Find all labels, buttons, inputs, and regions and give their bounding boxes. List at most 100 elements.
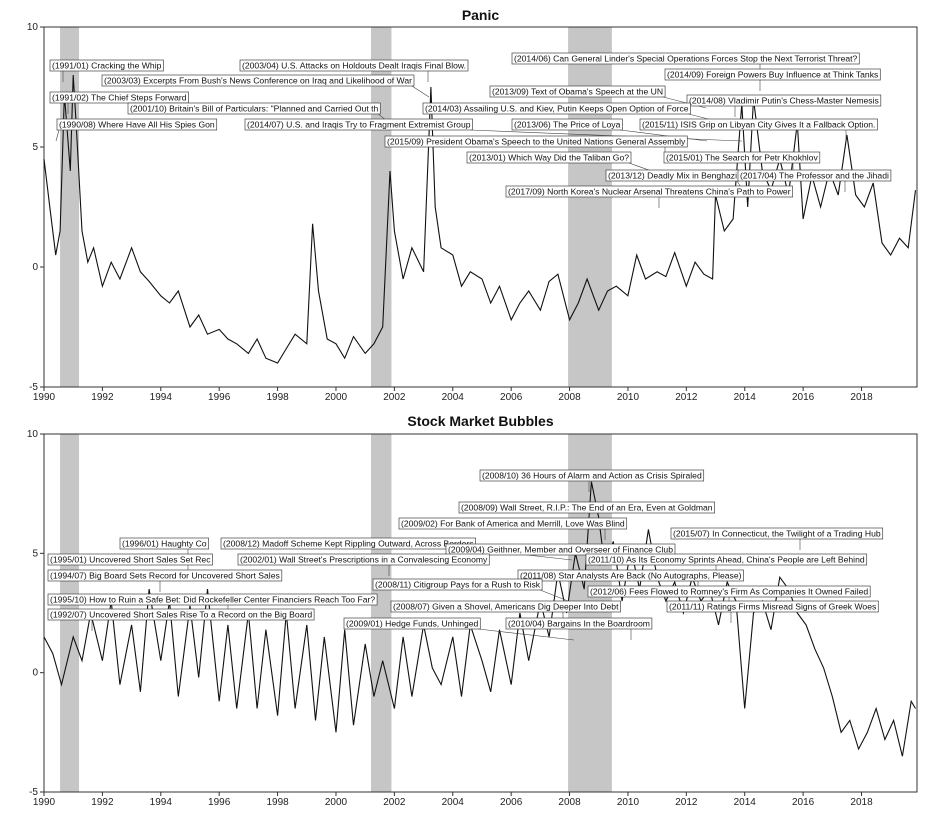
annotation-label: (2002/01) Wall Street's Prescriptions in…	[237, 553, 490, 566]
annotation-label: (2017/09) North Korea's Nuclear Arsenal …	[505, 185, 793, 198]
annotation-text: (2008/11) Citigroup Pays for a Rush to R…	[375, 580, 541, 590]
annotation-box	[390, 600, 621, 613]
recession-band	[60, 27, 80, 387]
annotation-box	[479, 469, 705, 482]
x-tick-label: 2008	[558, 797, 581, 808]
annotation-label: (2008/07) Given a Shovel, Americans Dig …	[390, 600, 621, 613]
annotation-text: (2011/11) Ratings Firms Misread Signs of…	[669, 602, 876, 612]
recession-band	[371, 27, 392, 387]
annotation-text: (2014/07) U.S. and Iraqis Try to Fragmen…	[247, 120, 471, 130]
annotation-text: (2014/09) Foreign Powers Buy Influence a…	[667, 70, 878, 80]
annotation-text: (2015/09) President Obama's Speech to th…	[387, 137, 686, 147]
annotation-text: (2009/04) Geithner, Member and Overseer …	[448, 545, 673, 555]
annotation-label: (2003/04) U.S. Attacks on Holdouts Dealt…	[239, 59, 469, 72]
annotation-text: (1996/01) Haughty Co	[122, 539, 207, 549]
annotation-label: (2014/07) U.S. and Iraqis Try to Fragmen…	[244, 118, 473, 131]
annotation-box	[666, 600, 879, 613]
annotation-pointer	[539, 589, 569, 602]
x-tick-label: 2006	[500, 392, 523, 403]
x-tick-label: 1998	[266, 797, 289, 808]
recession-band	[568, 434, 612, 792]
annotation-box	[737, 169, 892, 182]
annotation-label: (2008/09) Wall Street, R.I.P.: The End o…	[458, 501, 715, 514]
annotation-text: (2014/08) Vladimir Putin's Chess-Master …	[689, 96, 879, 106]
annotation-pointer	[470, 129, 743, 142]
x-tick-label: 2004	[442, 797, 465, 808]
x-tick-label: 1994	[150, 797, 173, 808]
annotation-label: (2011/08) Star Analysts Are Back (No Aut…	[517, 569, 744, 582]
panic-chart-svg: Panic -5 0 5 10 1990 1992 1994 1996 1998 2000 2002 2…	[27, 7, 918, 403]
x-tick-label: 2006	[500, 797, 523, 808]
annotation-text: (2003/03) Excerpts From Bush's News Conf…	[104, 76, 412, 86]
x-tick-label: 2016	[792, 392, 815, 403]
annotation-label: (2014/08) Vladimir Putin's Chess-Master …	[686, 94, 882, 107]
annotation-label: (2014/06) Can General Linder's Special O…	[511, 52, 860, 65]
annotation-text: (2009/02) For Bank of America and Merril…	[401, 519, 625, 529]
annotation-text: (1995/01) Uncovered Short Sales Set Rec	[50, 555, 211, 565]
annotation-box	[585, 553, 868, 566]
annotation-text: (1991/01) Cracking the Whip	[52, 61, 162, 71]
annotation-label: (2009/04) Geithner, Member and Overseer …	[445, 543, 676, 556]
annotation-text: (2011/08) Star Analysts Are Back (No Aut…	[520, 571, 742, 581]
x-tick-label: 1996	[208, 797, 231, 808]
annotation-label: (2013/12) Deadly Mix in Benghazi	[605, 169, 740, 182]
y-tick-label: 0	[32, 668, 38, 679]
annotation-text: (2014/06) Can General Linder's Special O…	[514, 54, 858, 64]
x-tick-label: 2018	[850, 797, 873, 808]
x-tick-label: 2016	[792, 797, 815, 808]
x-tick-label: 2008	[558, 392, 581, 403]
annotation-label: (1995/01) Uncovered Short Sales Set Rec	[47, 553, 213, 566]
annotation-text: (1994/07) Big Board Sets Record for Unco…	[50, 571, 280, 581]
annotation-box	[384, 135, 688, 148]
annotation-label: (2008/11) Citigroup Pays for a Rush to R…	[372, 578, 543, 591]
annotation-label: (2011/10) As Its Economy Sprints Ahead, …	[585, 553, 868, 566]
annotation-label: (2009/01) Hedge Funds, Unhinged	[343, 617, 481, 630]
y-tick-label: -5	[29, 382, 38, 393]
annotation-text: (2015/11) ISIS Grip on Libyan City Gives…	[642, 120, 875, 130]
annotation-box	[489, 85, 666, 98]
chart-title: Panic	[462, 7, 500, 23]
annotation-box	[670, 527, 884, 540]
annotation-label: (2015/01) The Search for Petr Khokhlov	[663, 151, 821, 164]
x-tick-label: 2018	[850, 392, 873, 403]
annotation-text: (2012/06) Fees Flowed to Romney's Firm A…	[590, 587, 868, 597]
x-tick-label: 2000	[325, 392, 348, 403]
stock-market-bubbles-chart-svg: Stock Market Bubbles -5 0 5 10 1990 1992 1994 19…	[27, 413, 918, 808]
x-tick-label: 2012	[675, 797, 698, 808]
annotation-text: (2013/01) Which Way Did the Taliban Go?	[469, 153, 629, 163]
annotation-pointer	[620, 129, 708, 142]
x-tick-label: 2014	[734, 392, 757, 403]
recession-band	[371, 434, 392, 792]
annotation-label: (2013/06) The Price of Loya	[511, 118, 623, 131]
annotation-label: (2012/06) Fees Flowed to Romney's Firm A…	[587, 585, 871, 598]
annotation-text: (1992/07) Uncovered Short Sales Rise To …	[50, 610, 312, 620]
annotation-box	[422, 102, 691, 115]
annotation-box	[56, 118, 218, 131]
y-tick-label: -5	[29, 787, 38, 798]
chart-panel-panic: Panic -5 0 5 10 1990 1992 1994 1996 1998 2000 2002 2…	[27, 7, 918, 403]
annotation-box	[127, 102, 381, 115]
annotation-label: (2009/02) For Bank of America and Merril…	[398, 517, 628, 530]
annotation-text: (2009/01) Hedge Funds, Unhinged	[346, 619, 479, 629]
annotation-box	[466, 151, 632, 164]
annotation-box	[47, 553, 213, 566]
annotation-box	[237, 553, 490, 566]
annotation-label: (2003/03) Excerpts From Bush's News Conf…	[101, 74, 415, 87]
annotation-box	[220, 537, 476, 550]
annotation-text: (2017/04) The Professor and the Jihadi	[740, 171, 889, 181]
annotation-text: (2013/12) Deadly Mix in Benghazi	[608, 171, 737, 181]
annotation-box	[47, 608, 315, 621]
annotation-text: (2010/04) Bargains In the Boardroom	[508, 619, 650, 629]
x-tick-label: 2004	[442, 392, 465, 403]
annotation-box	[47, 593, 378, 606]
chart-panel-stock-market-bubbles: Stock Market Bubbles -5 0 5 10 1990 1992 1994 19…	[0, 408, 925, 816]
annotation-pointer	[478, 628, 575, 641]
x-tick-label: 2000	[325, 797, 348, 808]
annotation-pointer	[411, 85, 430, 98]
annotation-box	[372, 578, 543, 591]
series-line	[43, 74, 917, 364]
annotation-label: (2013/01) Which Way Did the Taliban Go?	[466, 151, 632, 164]
annotation-text: (2015/01) The Search for Petr Khokhlov	[666, 153, 818, 163]
annotation-text: (2003/04) U.S. Attacks on Holdouts Dealt…	[242, 61, 466, 71]
annotation-label: (1991/01) Cracking the Whip	[49, 59, 164, 72]
